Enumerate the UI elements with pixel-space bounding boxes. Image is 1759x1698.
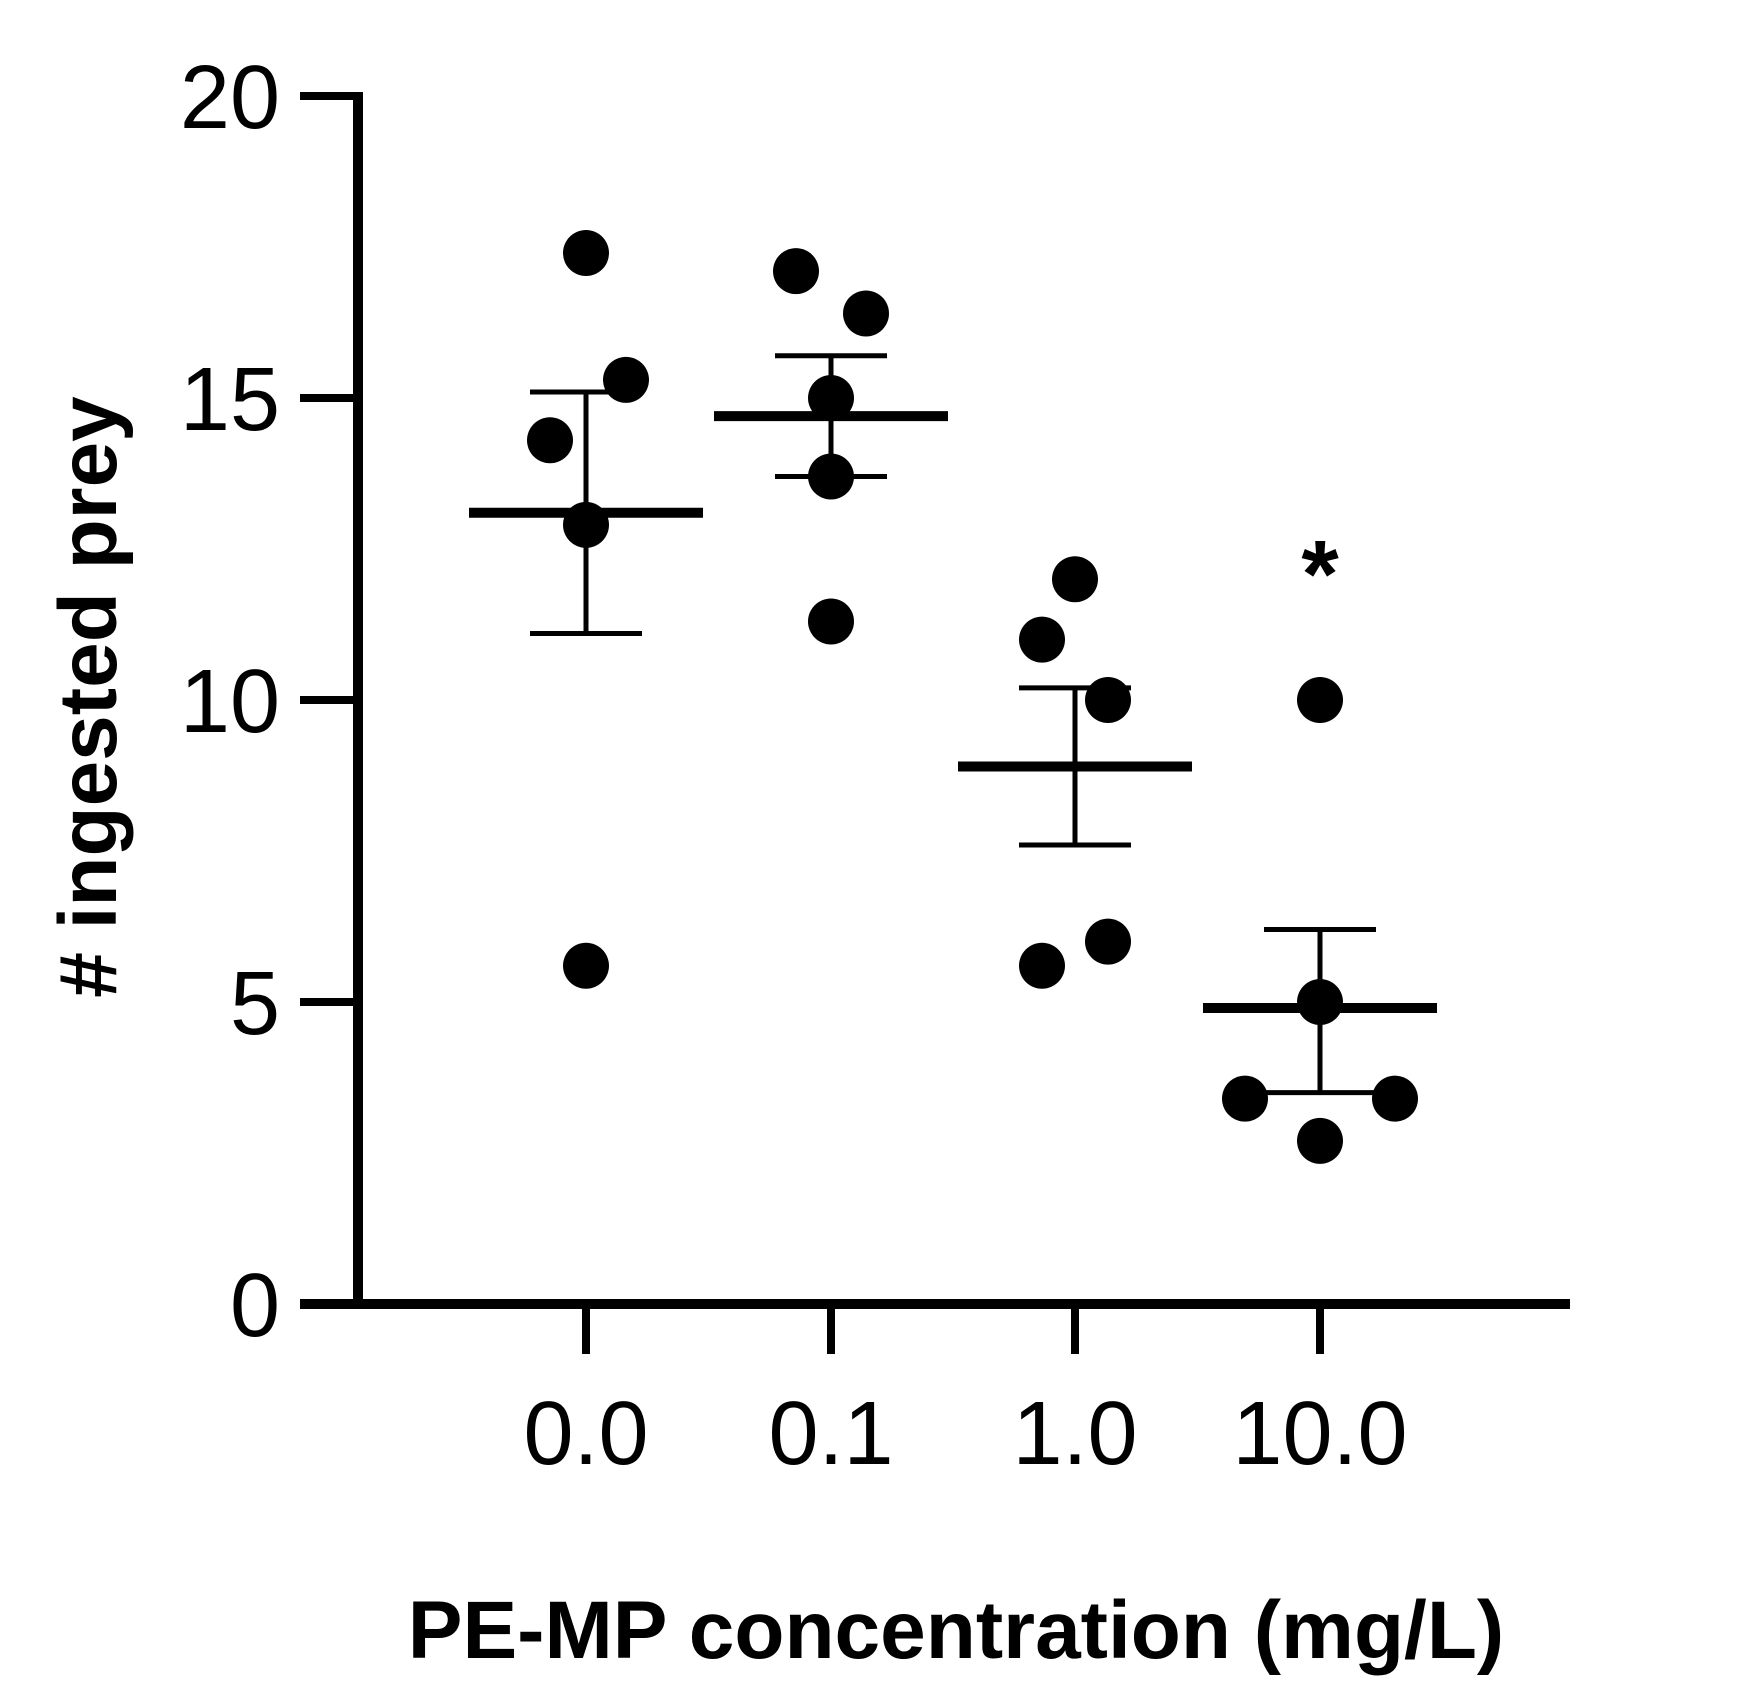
x-tick-label: 0.1 [768, 1384, 893, 1484]
data-point [1222, 1075, 1268, 1122]
data-point [1019, 616, 1065, 663]
data-point [1297, 677, 1343, 723]
data-point [563, 942, 609, 989]
data-point [808, 598, 854, 645]
data-point [773, 248, 819, 295]
data-point [1019, 942, 1065, 989]
x-tick-label: 10.0 [1232, 1384, 1407, 1484]
x-axis-title: PE-MP concentration (mg/L) [408, 1585, 1504, 1676]
data-point [1085, 677, 1131, 723]
data-point [1052, 556, 1098, 603]
x-tick-label: 0.0 [523, 1384, 648, 1484]
data-point [1297, 1117, 1343, 1164]
y-tick-label: 10 [180, 652, 280, 752]
y-axis-title: # ingested prey [43, 396, 134, 998]
data-point [843, 290, 889, 337]
data-point [1372, 1075, 1418, 1122]
x-tick-label: 1.0 [1012, 1384, 1137, 1484]
y-axis-ticks: 0 5 10 15 20 [180, 48, 358, 1356]
y-tick-label: 15 [180, 350, 280, 450]
data-point [563, 230, 609, 277]
y-tick-label: 5 [230, 954, 280, 1054]
significance-marker: * [1301, 521, 1339, 628]
y-tick-label: 0 [230, 1256, 280, 1356]
data-point [527, 417, 573, 464]
data-point [1085, 918, 1131, 965]
data-point [603, 356, 649, 403]
y-tick-label: 20 [180, 48, 280, 148]
data-marks: * [469, 230, 1437, 1164]
x-axis-ticks: 0.0 0.1 1.0 10.0 [523, 1304, 1408, 1484]
